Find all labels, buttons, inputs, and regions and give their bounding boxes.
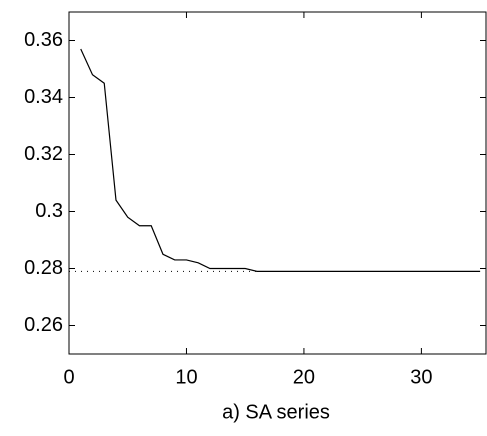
x-tick-label: 0 [63,366,74,388]
y-tick-label: 0.3 [35,200,63,222]
y-tick-label: 0.32 [24,143,63,165]
series-line [80,48,481,272]
plot-frame [68,11,487,355]
y-tick-label: 0.34 [24,86,63,108]
y-tick-label: 0.36 [24,29,63,51]
y-tick-label: 0.28 [24,257,63,279]
x-tick-label: 10 [175,366,197,388]
x-tick-label: 20 [293,366,315,388]
x-axis-label: a) SA series [222,401,330,423]
y-tick-label: 0.26 [24,314,63,336]
plot-area [69,48,481,272]
x-tick-label: 30 [410,366,432,388]
